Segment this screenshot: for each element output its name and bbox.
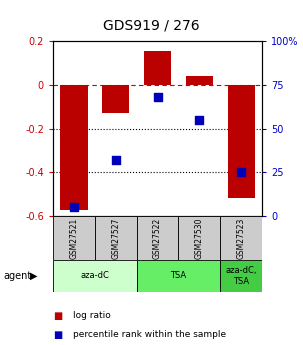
Bar xyxy=(95,216,137,260)
Text: log ratio: log ratio xyxy=(73,311,111,320)
Bar xyxy=(53,260,137,292)
Bar xyxy=(220,216,262,260)
Text: GSM27522: GSM27522 xyxy=(153,217,162,259)
Point xyxy=(197,117,202,122)
Bar xyxy=(53,216,95,260)
Point xyxy=(155,95,160,100)
Bar xyxy=(102,85,129,113)
Bar xyxy=(178,216,220,260)
Text: percentile rank within the sample: percentile rank within the sample xyxy=(73,330,226,339)
Bar xyxy=(137,260,220,292)
Text: GSM27521: GSM27521 xyxy=(69,217,78,259)
Text: ▶: ▶ xyxy=(30,271,38,281)
Bar xyxy=(60,85,88,210)
Point xyxy=(113,157,118,162)
Bar xyxy=(144,51,171,85)
Text: GSM27527: GSM27527 xyxy=(111,217,120,259)
Text: GSM27523: GSM27523 xyxy=(237,217,246,259)
Text: ■: ■ xyxy=(53,311,62,321)
Text: aza-dC,
TSA: aza-dC, TSA xyxy=(225,266,257,286)
Bar xyxy=(228,85,255,198)
Text: GSM27530: GSM27530 xyxy=(195,217,204,259)
Text: aza-dC: aza-dC xyxy=(80,272,109,280)
Bar xyxy=(186,76,213,85)
Text: agent: agent xyxy=(3,271,31,281)
Point xyxy=(239,169,244,175)
Bar xyxy=(137,216,178,260)
Text: ■: ■ xyxy=(53,330,62,339)
Point xyxy=(72,204,76,210)
Text: GDS919 / 276: GDS919 / 276 xyxy=(103,19,200,33)
Bar xyxy=(220,260,262,292)
Text: TSA: TSA xyxy=(170,272,187,280)
